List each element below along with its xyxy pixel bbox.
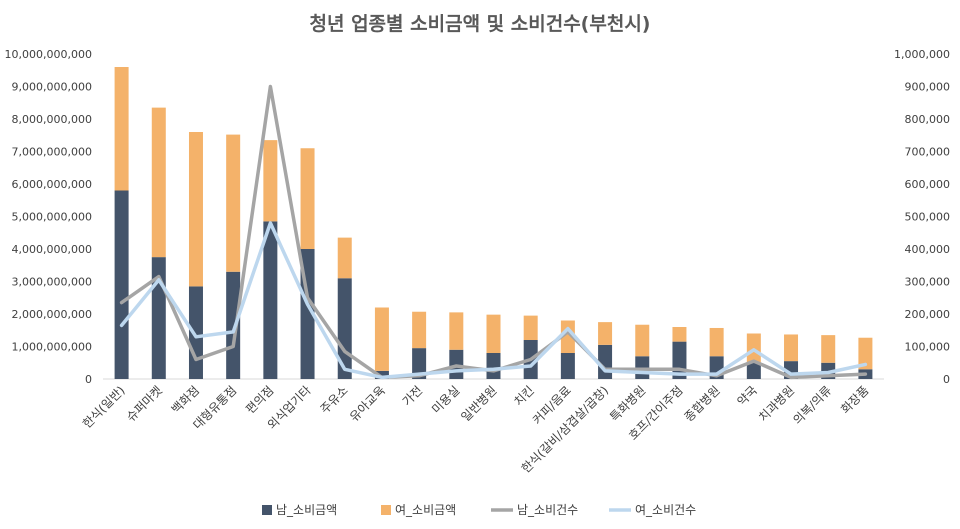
x-axis-category-label: 편의점 bbox=[243, 383, 276, 416]
x-axis-category-label: 유아교육 bbox=[347, 383, 388, 424]
right-axis-tick-label: 0 bbox=[943, 373, 950, 386]
bar-female-amount bbox=[635, 324, 650, 357]
left-axis-tick-label: 9,000,000,000 bbox=[12, 81, 92, 94]
bar-female-amount bbox=[114, 67, 129, 191]
x-axis-category-label: 치킨 bbox=[511, 383, 537, 409]
right-axis-tick-label: 400,000 bbox=[905, 243, 951, 256]
x-axis-category-label: 화장품 bbox=[838, 383, 871, 416]
bar-female-amount bbox=[598, 322, 613, 345]
right-axis-tick-label: 600,000 bbox=[905, 178, 951, 191]
bar-female-amount bbox=[449, 312, 464, 350]
x-axis-category-label: 가전 bbox=[400, 383, 426, 409]
bar-male-amount bbox=[374, 370, 389, 379]
line-female-count bbox=[119, 221, 868, 380]
x-axis-category-label: 일반병원 bbox=[458, 383, 499, 424]
bar-male-amount bbox=[226, 271, 241, 379]
right-axis-tick-label: 800,000 bbox=[905, 113, 951, 126]
x-axis-category-label: 한식(일반) bbox=[80, 383, 128, 431]
x-axis-category-label: 미용실 bbox=[429, 383, 462, 416]
right-axis-tick-label: 1,000,000 bbox=[894, 48, 950, 61]
bar-male-amount bbox=[188, 286, 203, 379]
bar-female-amount bbox=[709, 327, 724, 357]
bar-female-amount bbox=[821, 335, 836, 363]
bar-female-amount bbox=[486, 314, 501, 353]
left-axis-tick-label: 7,000,000,000 bbox=[12, 146, 92, 159]
bar-male-amount bbox=[486, 353, 501, 379]
x-axis-category-label: 슈퍼마켓 bbox=[124, 383, 165, 424]
x-axis-category-label: 종합병원 bbox=[682, 383, 723, 424]
bar-female-amount bbox=[151, 107, 166, 258]
legend-label: 남_소비건수 bbox=[517, 503, 578, 517]
bar-male-amount bbox=[746, 362, 761, 379]
legend-swatch bbox=[262, 505, 272, 515]
left-axis-tick-label: 5,000,000,000 bbox=[12, 211, 92, 224]
bar-male-amount bbox=[560, 353, 575, 379]
lines bbox=[119, 84, 868, 380]
bar-female-amount bbox=[337, 237, 352, 279]
x-axis-category-label: 주유소 bbox=[318, 383, 351, 416]
right-axis-tick-label: 700,000 bbox=[905, 146, 951, 159]
bar-male-amount bbox=[263, 221, 278, 379]
left-axis-tick-label: 0 bbox=[85, 373, 92, 386]
right-axis-tick-label: 200,000 bbox=[905, 308, 951, 321]
left-axis: 0 1,000,000,000 2,000,000,000 3,000,000,000… bbox=[5, 48, 92, 386]
right-axis-tick-label: 300,000 bbox=[905, 276, 951, 289]
bar-female-amount bbox=[374, 307, 389, 371]
bar-female-amount bbox=[412, 311, 427, 349]
bar-female-amount bbox=[523, 315, 538, 340]
right-axis-tick-label: 500,000 bbox=[905, 211, 951, 224]
bar-female-amount bbox=[858, 337, 873, 370]
x-axis-category-label: 의복/의류 bbox=[790, 383, 834, 427]
bar-male-amount bbox=[114, 190, 129, 379]
chart-title: 청년 업종별 소비금액 및 소비건수(부천시) bbox=[310, 13, 651, 35]
right-axis-tick-label: 900,000 bbox=[905, 81, 951, 94]
right-axis: 0 100,000 200,000 300,000 400,000 500,000 600,… bbox=[894, 48, 950, 386]
bar-female-amount bbox=[300, 148, 315, 249]
bar-female-amount bbox=[188, 132, 203, 287]
legend: 남_소비금액 여_소비금액 남_소비건수 여_소비건수 bbox=[262, 503, 696, 517]
left-axis-tick-label: 3,000,000,000 bbox=[12, 276, 92, 289]
legend-label: 여_소비금액 bbox=[395, 503, 456, 517]
bar-female-amount bbox=[263, 140, 278, 222]
left-axis-tick-label: 8,000,000,000 bbox=[12, 113, 92, 126]
left-axis-tick-label: 2,000,000,000 bbox=[12, 308, 92, 321]
right-axis-tick-label: 100,000 bbox=[905, 341, 951, 354]
left-axis-tick-label: 10,000,000,000 bbox=[5, 48, 92, 61]
bar-female-amount bbox=[226, 134, 241, 272]
legend-label: 남_소비금액 bbox=[276, 503, 337, 517]
bar-female-amount bbox=[784, 334, 799, 362]
left-axis-tick-label: 4,000,000,000 bbox=[12, 243, 92, 256]
left-axis-tick-label: 1,000,000,000 bbox=[12, 341, 92, 354]
x-axis-category-label: 약국 bbox=[734, 383, 760, 409]
x-axis-category-label: 백화점 bbox=[169, 383, 202, 416]
bar-female-amount bbox=[560, 320, 575, 353]
legend-swatch bbox=[381, 505, 391, 515]
left-axis-tick-label: 6,000,000,000 bbox=[12, 178, 92, 191]
legend-label: 여_소비건수 bbox=[635, 503, 696, 517]
bar-male-amount bbox=[412, 348, 427, 379]
bar-female-amount bbox=[672, 327, 687, 342]
